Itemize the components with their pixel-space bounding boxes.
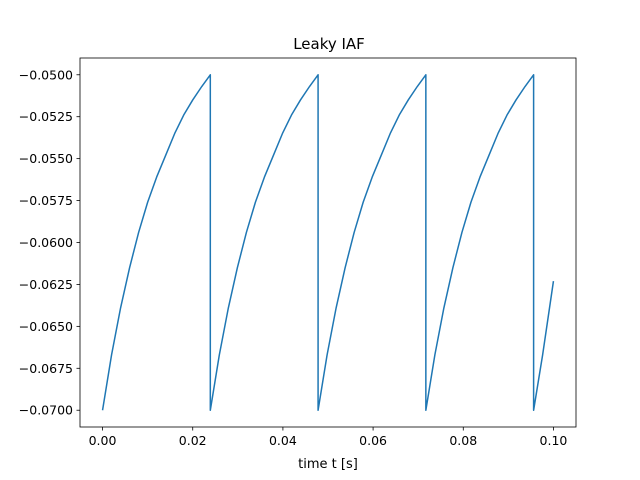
y-tick-label: −0.0500 xyxy=(19,67,73,82)
y-tick-label: −0.0650 xyxy=(19,319,73,334)
y-tick-label: −0.0600 xyxy=(19,235,73,250)
x-tick-label: 0.00 xyxy=(89,433,117,448)
y-tick-label: −0.0525 xyxy=(19,109,73,124)
voltage-trace-line xyxy=(101,74,555,411)
y-tick-label: −0.0550 xyxy=(19,151,73,166)
y-tick-label: −0.0675 xyxy=(19,361,73,376)
x-axis-label: time t [s] xyxy=(298,457,358,472)
x-tick-label: 0.10 xyxy=(540,433,568,448)
x-tick-label: 0.02 xyxy=(179,433,207,448)
plot-area-frame xyxy=(79,57,577,428)
y-tick-label: −0.0575 xyxy=(19,193,73,208)
x-tick-label: 0.06 xyxy=(359,433,387,448)
x-tick-label: 0.04 xyxy=(269,433,297,448)
y-tick-label: −0.0625 xyxy=(19,277,73,292)
chart-title: Leaky IAF xyxy=(293,35,365,53)
x-tick-label: 0.08 xyxy=(449,433,477,448)
y-tick-label: −0.0700 xyxy=(19,403,73,418)
